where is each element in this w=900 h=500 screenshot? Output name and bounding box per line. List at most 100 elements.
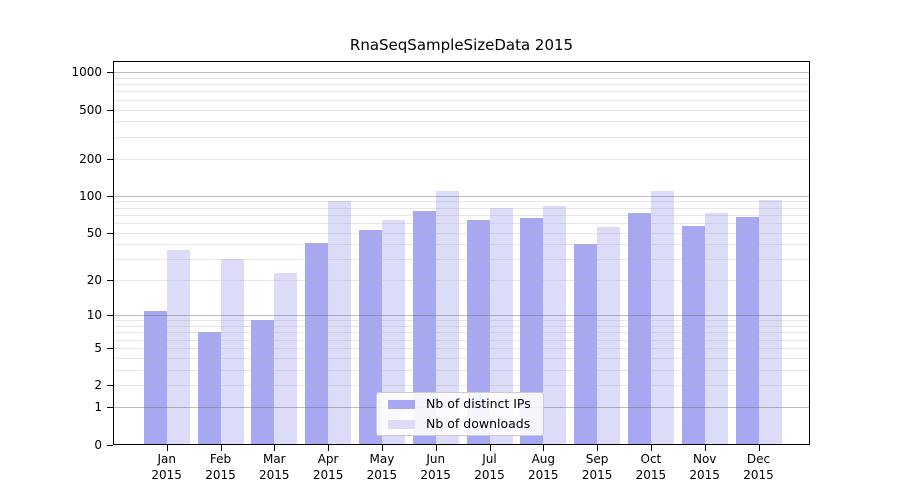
gridline-minor <box>114 91 809 93</box>
gridline-minor <box>114 280 809 282</box>
x-tick-year: 2015 <box>528 468 559 482</box>
legend-item-distinct-ips: Nb of distinct IPs <box>377 396 543 413</box>
x-tick-year: 2015 <box>151 468 182 482</box>
x-tick <box>489 445 491 451</box>
bar-nb-of-downloads-sep <box>597 226 621 445</box>
x-tick-year: 2015 <box>312 468 344 482</box>
x-tick-month: Aug <box>531 452 556 466</box>
y-tick <box>107 232 113 234</box>
x-tick-label-dec: Dec 2015 <box>731 451 787 483</box>
x-tick-month: Jul <box>482 452 497 466</box>
x-tick-year: 2015 <box>581 468 613 482</box>
x-tick-label-feb: Feb 2015 <box>193 451 249 483</box>
legend-label-downloads: Nb of downloads <box>426 416 531 431</box>
gridline-minor <box>114 121 809 123</box>
x-tick <box>597 445 599 451</box>
gridline-minor <box>114 214 809 216</box>
x-tick-month: Apr <box>317 452 339 466</box>
x-tick-year: 2015 <box>366 468 398 482</box>
x-tick-year: 2015 <box>743 468 774 482</box>
x-tick <box>543 445 545 451</box>
y-tick-label: 200 <box>79 151 102 166</box>
x-tick <box>435 445 437 451</box>
legend-label-distinct-ips: Nb of distinct IPs <box>426 396 531 411</box>
y-tick <box>107 444 113 446</box>
gridline-minor <box>114 84 809 86</box>
gridline-minor <box>114 109 809 111</box>
y-tick-label: 5 <box>94 340 102 355</box>
y-tick <box>107 407 113 409</box>
gridline-minor <box>114 332 809 334</box>
y-tick <box>107 195 113 197</box>
bar-nb-of-distinct-ips-nov <box>681 225 705 445</box>
bar-nb-of-downloads-dec <box>758 199 782 445</box>
gridline-minor <box>114 320 809 322</box>
x-tick-year: 2015 <box>689 468 720 482</box>
plot-frame <box>113 61 810 445</box>
gridline-minor <box>114 99 809 101</box>
x-tick <box>274 445 276 451</box>
x-tick-label-nov: Nov 2015 <box>677 451 733 483</box>
bar-nb-of-downloads-apr <box>328 201 352 445</box>
x-tick <box>381 445 383 451</box>
x-tick <box>704 445 706 451</box>
x-tick-month: Oct <box>640 452 662 466</box>
gridline-minor <box>114 77 809 79</box>
y-tick <box>107 109 113 111</box>
x-tick-year: 2015 <box>205 468 236 482</box>
x-tick-month: Dec <box>746 452 771 466</box>
gridline-minor <box>114 385 809 387</box>
legend-item-downloads: Nb of downloads <box>377 416 543 433</box>
x-tick <box>650 445 652 451</box>
bar-nb-of-distinct-ips-oct <box>627 212 651 445</box>
y-tick-label: 0 <box>94 437 102 452</box>
bar-nb-of-distinct-ips-mar <box>251 320 275 445</box>
gridline-minor <box>114 339 809 341</box>
x-tick-label-oct: Oct 2015 <box>623 451 679 483</box>
x-tick-month: Nov <box>692 452 717 466</box>
gridline-major <box>114 195 809 197</box>
gridline-minor <box>114 326 809 328</box>
gridline-minor <box>114 207 809 209</box>
y-tick-label: 100 <box>79 188 102 203</box>
bar-nb-of-distinct-ips-apr <box>305 243 329 445</box>
x-tick-month: Feb <box>209 452 232 466</box>
y-tick <box>107 347 113 349</box>
legend: Nb of distinct IPs Nb of downloads <box>376 392 544 436</box>
gridline-minor <box>114 259 809 261</box>
x-tick-year: 2015 <box>635 468 667 482</box>
y-tick-label: 10 <box>86 308 102 323</box>
x-tick-month: Jan <box>157 452 176 466</box>
bar-nb-of-downloads-aug <box>543 206 567 445</box>
x-tick-year: 2015 <box>259 468 290 482</box>
gridline-minor <box>114 158 809 160</box>
y-tick <box>107 385 113 387</box>
bar-nb-of-distinct-ips-sep <box>574 244 598 445</box>
x-tick-label-jun: Jun 2015 <box>408 451 464 483</box>
x-tick-year: 2015 <box>474 468 505 482</box>
x-tick-month: May <box>369 452 395 466</box>
bar-nb-of-downloads-nov <box>704 213 728 445</box>
gridline-minor <box>114 201 809 203</box>
y-tick <box>107 280 113 282</box>
y-tick <box>107 158 113 160</box>
bar-nb-of-downloads-jan <box>166 249 190 445</box>
legend-swatch-downloads <box>388 419 415 429</box>
gridline-minor <box>114 357 809 359</box>
bar-nb-of-downloads-oct <box>650 190 674 445</box>
bar-nb-of-downloads-feb <box>220 259 244 445</box>
y-tick-label: 20 <box>86 273 102 288</box>
bar-nb-of-downloads-mar <box>274 273 298 445</box>
x-tick-month: Sep <box>585 452 609 466</box>
y-tick <box>107 72 113 74</box>
legend-swatch-distinct-ips <box>388 399 415 409</box>
y-tick-label: 2 <box>94 378 102 393</box>
gridline-minor <box>114 347 809 349</box>
y-tick <box>107 315 113 317</box>
gridline-major <box>114 315 809 317</box>
bar-nb-of-distinct-ips-jan <box>143 310 167 445</box>
x-tick-label-apr: Apr 2015 <box>300 451 356 483</box>
gridline-major <box>114 72 809 74</box>
y-tick-label: 500 <box>79 102 102 117</box>
